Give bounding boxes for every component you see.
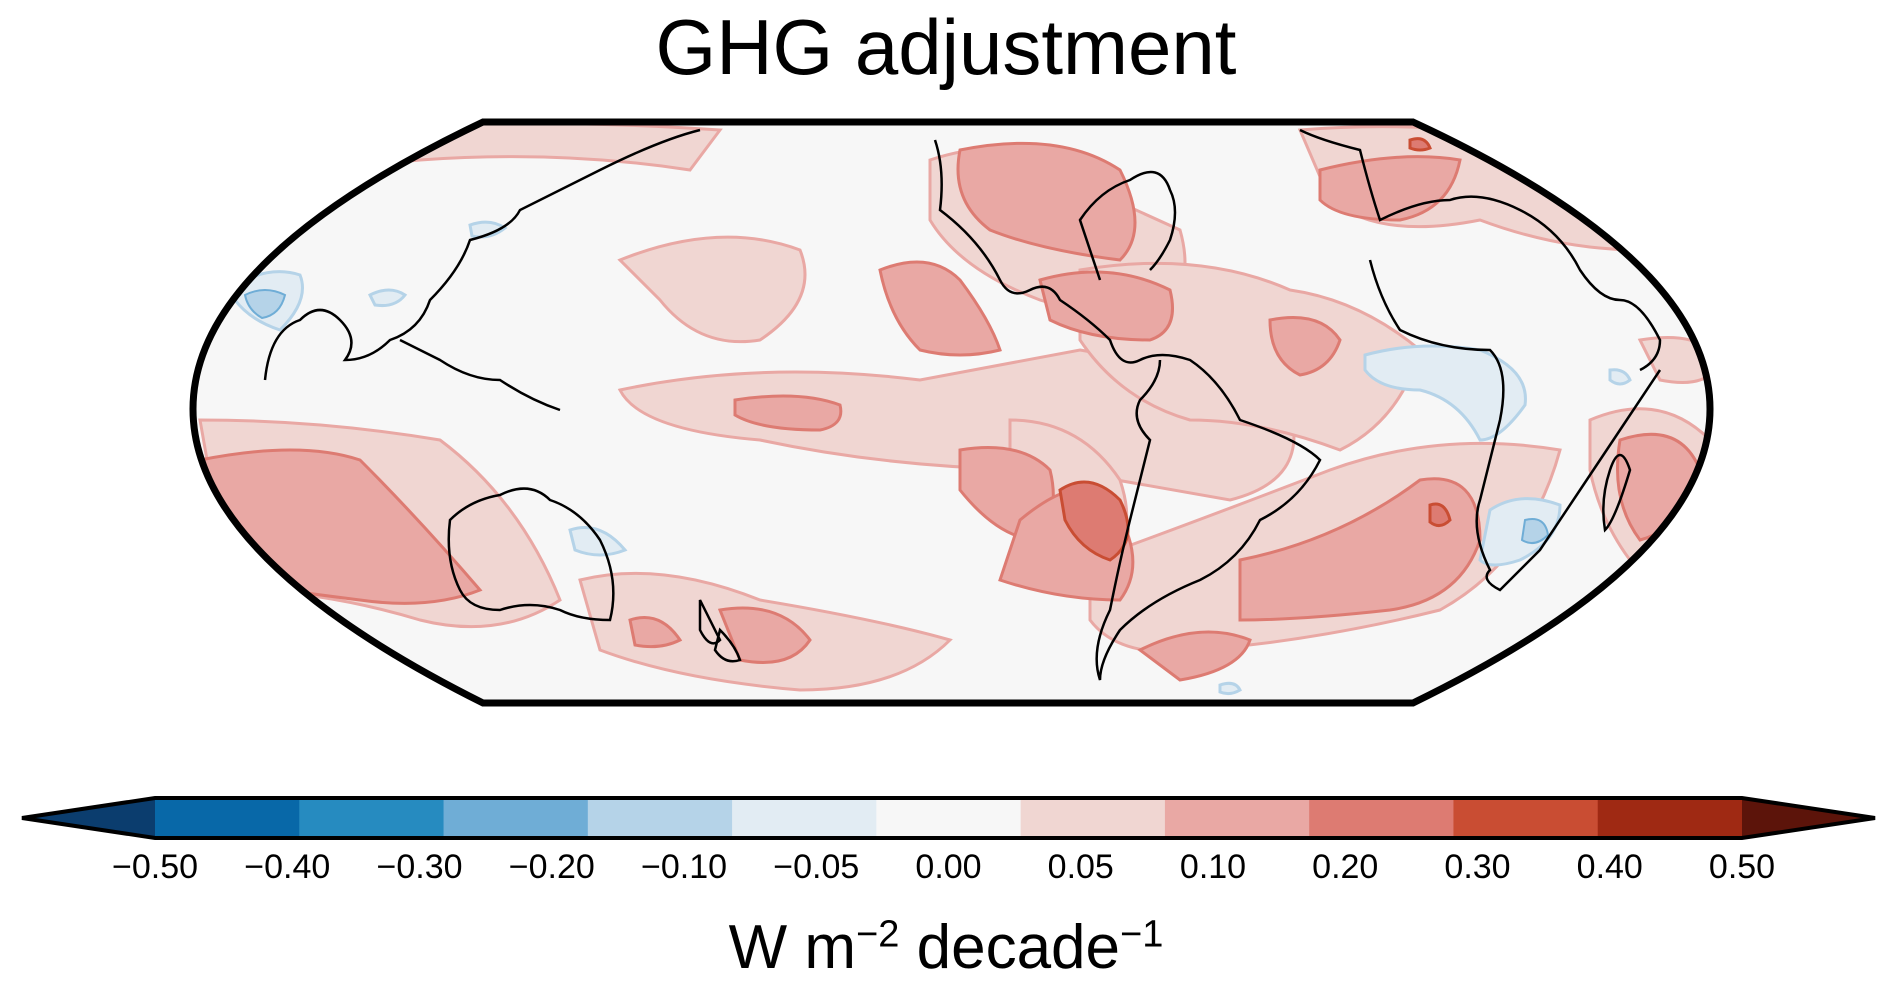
colorbar-segment — [1020, 798, 1166, 838]
colorbar-tick-label: −0.05 — [773, 848, 860, 886]
colorbar-tick-label: −0.50 — [111, 848, 199, 886]
colorbar-tick-label: −0.20 — [508, 848, 595, 886]
colorbar — [21, 796, 1876, 840]
colorbar-tick-label: 0.20 — [1312, 848, 1379, 886]
world-map — [189, 118, 1714, 707]
map-frame — [189, 118, 1714, 707]
colorbar-tick-label: 0.50 — [1708, 848, 1776, 886]
colorbar-segment — [299, 798, 445, 838]
anomaly-mid-positive — [198, 141, 1702, 682]
colorbar-segment — [876, 798, 1022, 838]
colorbar-segment — [1453, 798, 1599, 838]
anomaly-negative — [233, 220, 1632, 696]
anomaly-strong-positive — [1058, 137, 1452, 562]
colorbar-tick-label: 0.05 — [1047, 848, 1114, 886]
colorbar-tick-label: −0.40 — [244, 848, 331, 886]
colorbar-segment — [587, 798, 733, 838]
colorbar-segment — [1164, 798, 1310, 838]
colorbar-tick-label: −0.10 — [640, 848, 728, 886]
coastlines — [263, 128, 1662, 681]
map-title: GHG adjustment — [655, 3, 1237, 91]
colorbar-segment — [1309, 798, 1454, 838]
unit-exponent-1: −2 — [856, 913, 900, 956]
colorbar-unit-label: W m−2 decade−1 — [0, 912, 1892, 983]
colorbar-outline — [21, 796, 1876, 840]
anomaly-negative-core — [243, 289, 1550, 545]
colorbar-extend-high — [1742, 798, 1875, 838]
colorbar-segment — [732, 798, 877, 838]
unit-base: W m — [728, 913, 857, 982]
colorbar-extend-low — [22, 798, 155, 838]
colorbar-segment — [443, 798, 589, 838]
colorbar-segments — [22, 798, 1875, 838]
colorbar-tick-label: 0.40 — [1576, 848, 1643, 886]
colorbar-tick-label: 0.00 — [915, 848, 982, 886]
colorbar-tick-label: 0.30 — [1444, 848, 1511, 886]
colorbar-tick-label: 0.10 — [1179, 848, 1247, 886]
colorbar-tick-label: −0.30 — [376, 848, 463, 886]
unit-exponent-2: −1 — [1120, 913, 1164, 956]
colorbar-segment — [155, 798, 300, 838]
colorbar-segment — [1597, 798, 1743, 838]
unit-mid: decade — [899, 913, 1121, 982]
